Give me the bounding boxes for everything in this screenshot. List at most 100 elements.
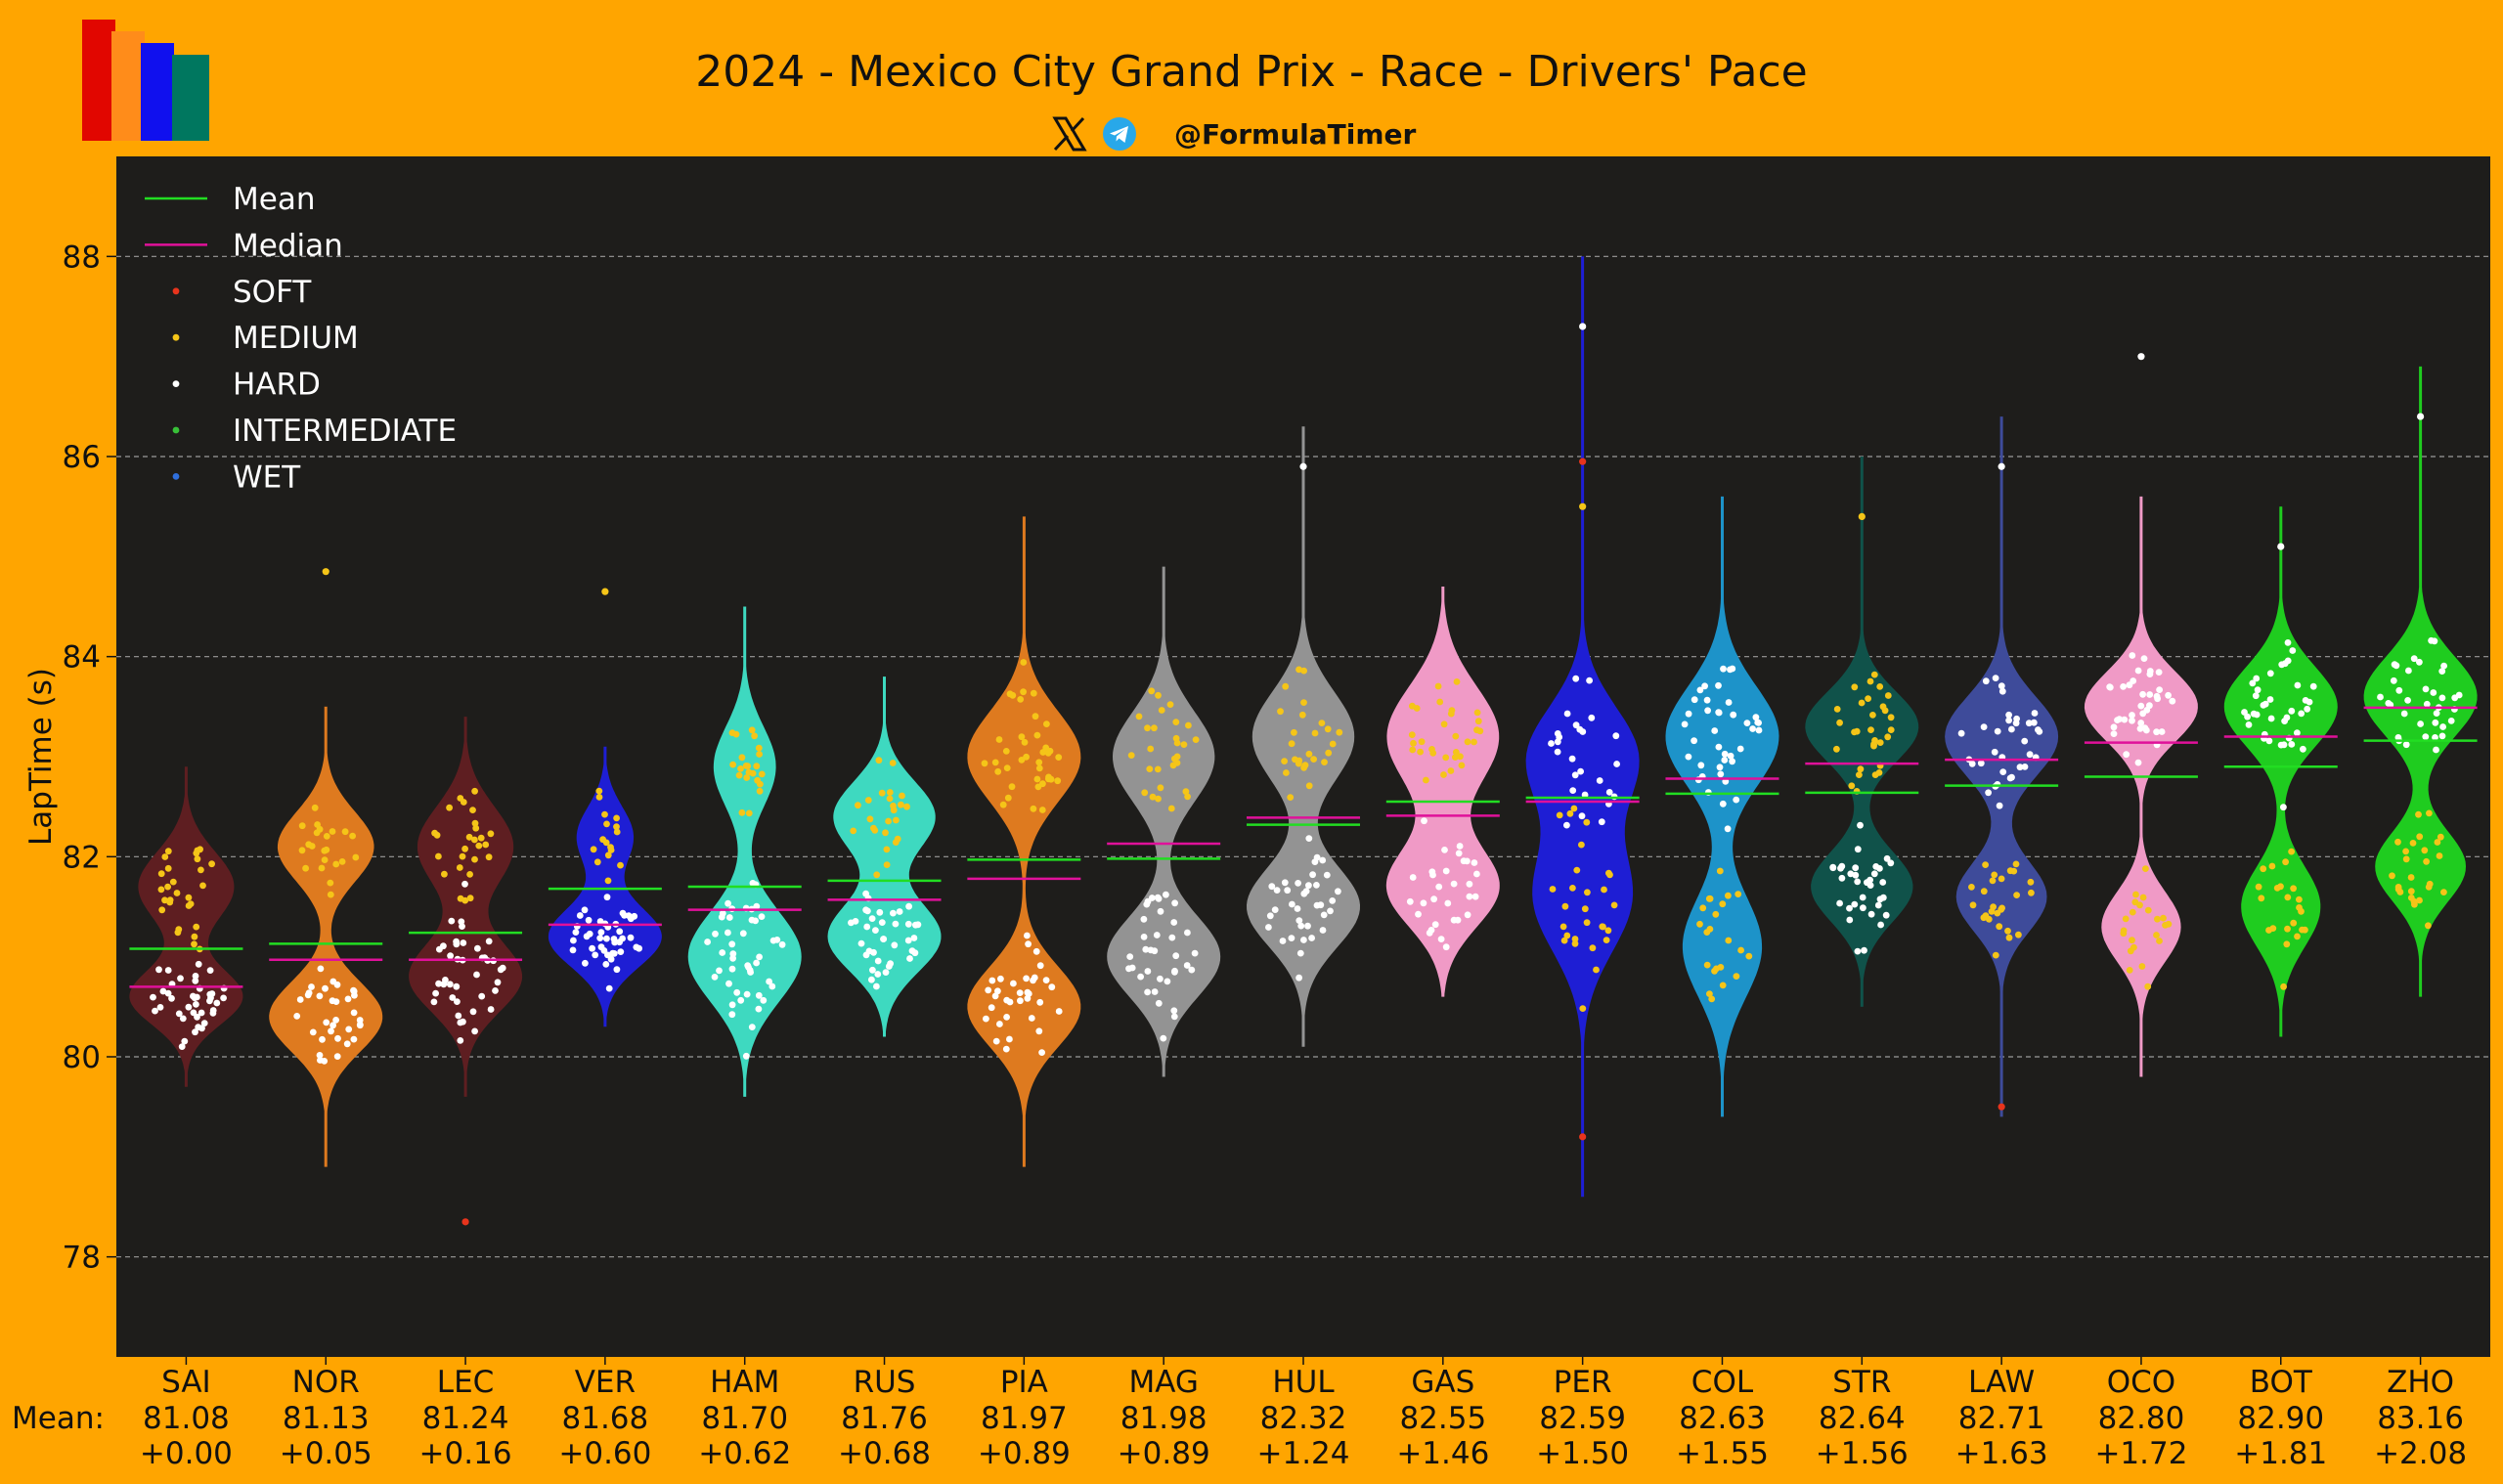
lap-point-hard (2005, 717, 2013, 724)
lap-point-hard (1837, 864, 1844, 872)
telegram-icon[interactable] (1102, 116, 1137, 152)
legend-soft-label: SOFT (233, 275, 312, 310)
lap-point-hard (446, 981, 454, 988)
lap-point-hard (1137, 973, 1144, 981)
lap-point-hard (2249, 679, 2257, 687)
lap-point-medium (604, 851, 612, 859)
lap-point-medium (1703, 961, 1711, 969)
lap-point-medium (2284, 894, 2292, 901)
lap-point-hard (892, 920, 900, 928)
lap-point-hard (729, 950, 737, 958)
lap-point-medium (1853, 727, 1861, 735)
lap-point-hard (478, 992, 486, 1000)
lap-point-medium (482, 841, 490, 849)
mean-value-label: 81.98 (1120, 1401, 1208, 1436)
lap-point-medium (875, 757, 883, 764)
lap-point-medium (2138, 963, 2146, 970)
lap-point-hard (193, 1001, 199, 1008)
lap-point-medium (1147, 745, 1155, 753)
lap-point-hard (1444, 899, 1452, 907)
lap-point-hard (1144, 968, 1152, 975)
lap-point-hard (1168, 934, 1176, 941)
lap-point-medium (1980, 914, 1988, 922)
lap-point-medium (1869, 712, 1876, 719)
lap-point-hard (2139, 690, 2147, 698)
lap-point-hard (1554, 748, 1561, 756)
lap-point-hard (1866, 882, 1874, 889)
lap-point-hard (1854, 878, 1862, 886)
lap-point-medium (169, 878, 177, 886)
lap-point-hard (1437, 936, 1445, 942)
lap-point-hard (1727, 752, 1735, 760)
lap-point-medium (1556, 811, 1563, 819)
lap-point-medium (487, 830, 495, 838)
lap-point-hard (2129, 652, 2136, 659)
formula-timer-logo (82, 20, 209, 141)
lap-point-hard (177, 975, 184, 982)
lap-point-hard (766, 978, 772, 985)
lap-point-medium (2165, 920, 2173, 928)
lap-point-hard (994, 987, 1001, 995)
lap-point-hard (1442, 867, 1450, 875)
lap-point-medium (1833, 745, 1840, 753)
x-logo-icon[interactable] (1051, 115, 1088, 153)
lap-point-medium (466, 895, 474, 902)
lap-point-hard (1992, 675, 1999, 681)
lap-point-medium (164, 864, 172, 872)
lap-point-medium (327, 879, 334, 887)
lap-point-medium (1476, 727, 1484, 735)
lap-point-hard (704, 938, 711, 945)
lap-point-hard (2008, 725, 2015, 733)
lap-point-hard (1302, 888, 1310, 895)
lap-point-medium (1566, 809, 1574, 817)
lap-point-medium (1434, 682, 1442, 690)
lap-point-hard (1829, 863, 1837, 871)
mean-value-label: 83.16 (2377, 1401, 2464, 1436)
lap-point-medium (1300, 667, 1307, 675)
lap-point-hard (1579, 728, 1587, 735)
lap-point-hard (1715, 681, 1722, 689)
lap-point-medium (1141, 789, 1149, 797)
lap-point-hard (198, 1025, 205, 1032)
lap-point-hard (748, 1024, 756, 1030)
lap-point-medium (1039, 749, 1047, 756)
lap-point-medium (461, 845, 468, 852)
lap-point-medium (1725, 892, 1732, 899)
lap-point-hard (1431, 921, 1439, 929)
gap-label: +1.63 (1955, 1436, 2048, 1471)
lap-point-medium (889, 760, 897, 766)
lap-point-hard (1473, 870, 1480, 878)
lap-point-hard (1685, 753, 1692, 761)
lap-point-hard (1420, 899, 1427, 907)
lap-point-hard (1435, 883, 1443, 891)
lap-point-hard (1279, 938, 1287, 944)
lap-point-hard (1297, 922, 1305, 930)
lap-point-medium (1336, 728, 1343, 736)
lap-point-medium (1589, 944, 1597, 952)
lap-point-medium (753, 763, 761, 770)
lap-point-medium (1277, 708, 1284, 716)
lap-point-medium (173, 890, 181, 896)
lap-point-hard (2030, 719, 2038, 726)
lap-point-medium (1706, 990, 1713, 997)
lap-point-hard (440, 981, 448, 988)
x-tick-label: PER (1554, 1365, 1612, 1400)
lap-point-hard (1421, 817, 1427, 825)
lap-point-hard (745, 964, 752, 971)
lap-point-hard (1755, 726, 1763, 734)
lap-point-hard (1266, 912, 1274, 920)
lap-point-hard (319, 1035, 326, 1043)
lap-point-hard (596, 918, 604, 925)
legend-median-label: Median (233, 228, 343, 263)
lap-point-hard (872, 927, 879, 934)
lap-point-hard (609, 949, 617, 957)
lap-point-hard (582, 959, 589, 967)
lap-point-medium (1300, 699, 1307, 706)
lap-point-hard (1725, 699, 1733, 706)
lap-point-hard (2432, 719, 2439, 726)
mean-row-label: Mean: (12, 1401, 105, 1436)
lap-point-hard (1170, 1007, 1178, 1015)
lap-point-hard (350, 1035, 358, 1043)
lap-point-hard (848, 919, 855, 927)
lap-point-hard (1554, 730, 1561, 737)
